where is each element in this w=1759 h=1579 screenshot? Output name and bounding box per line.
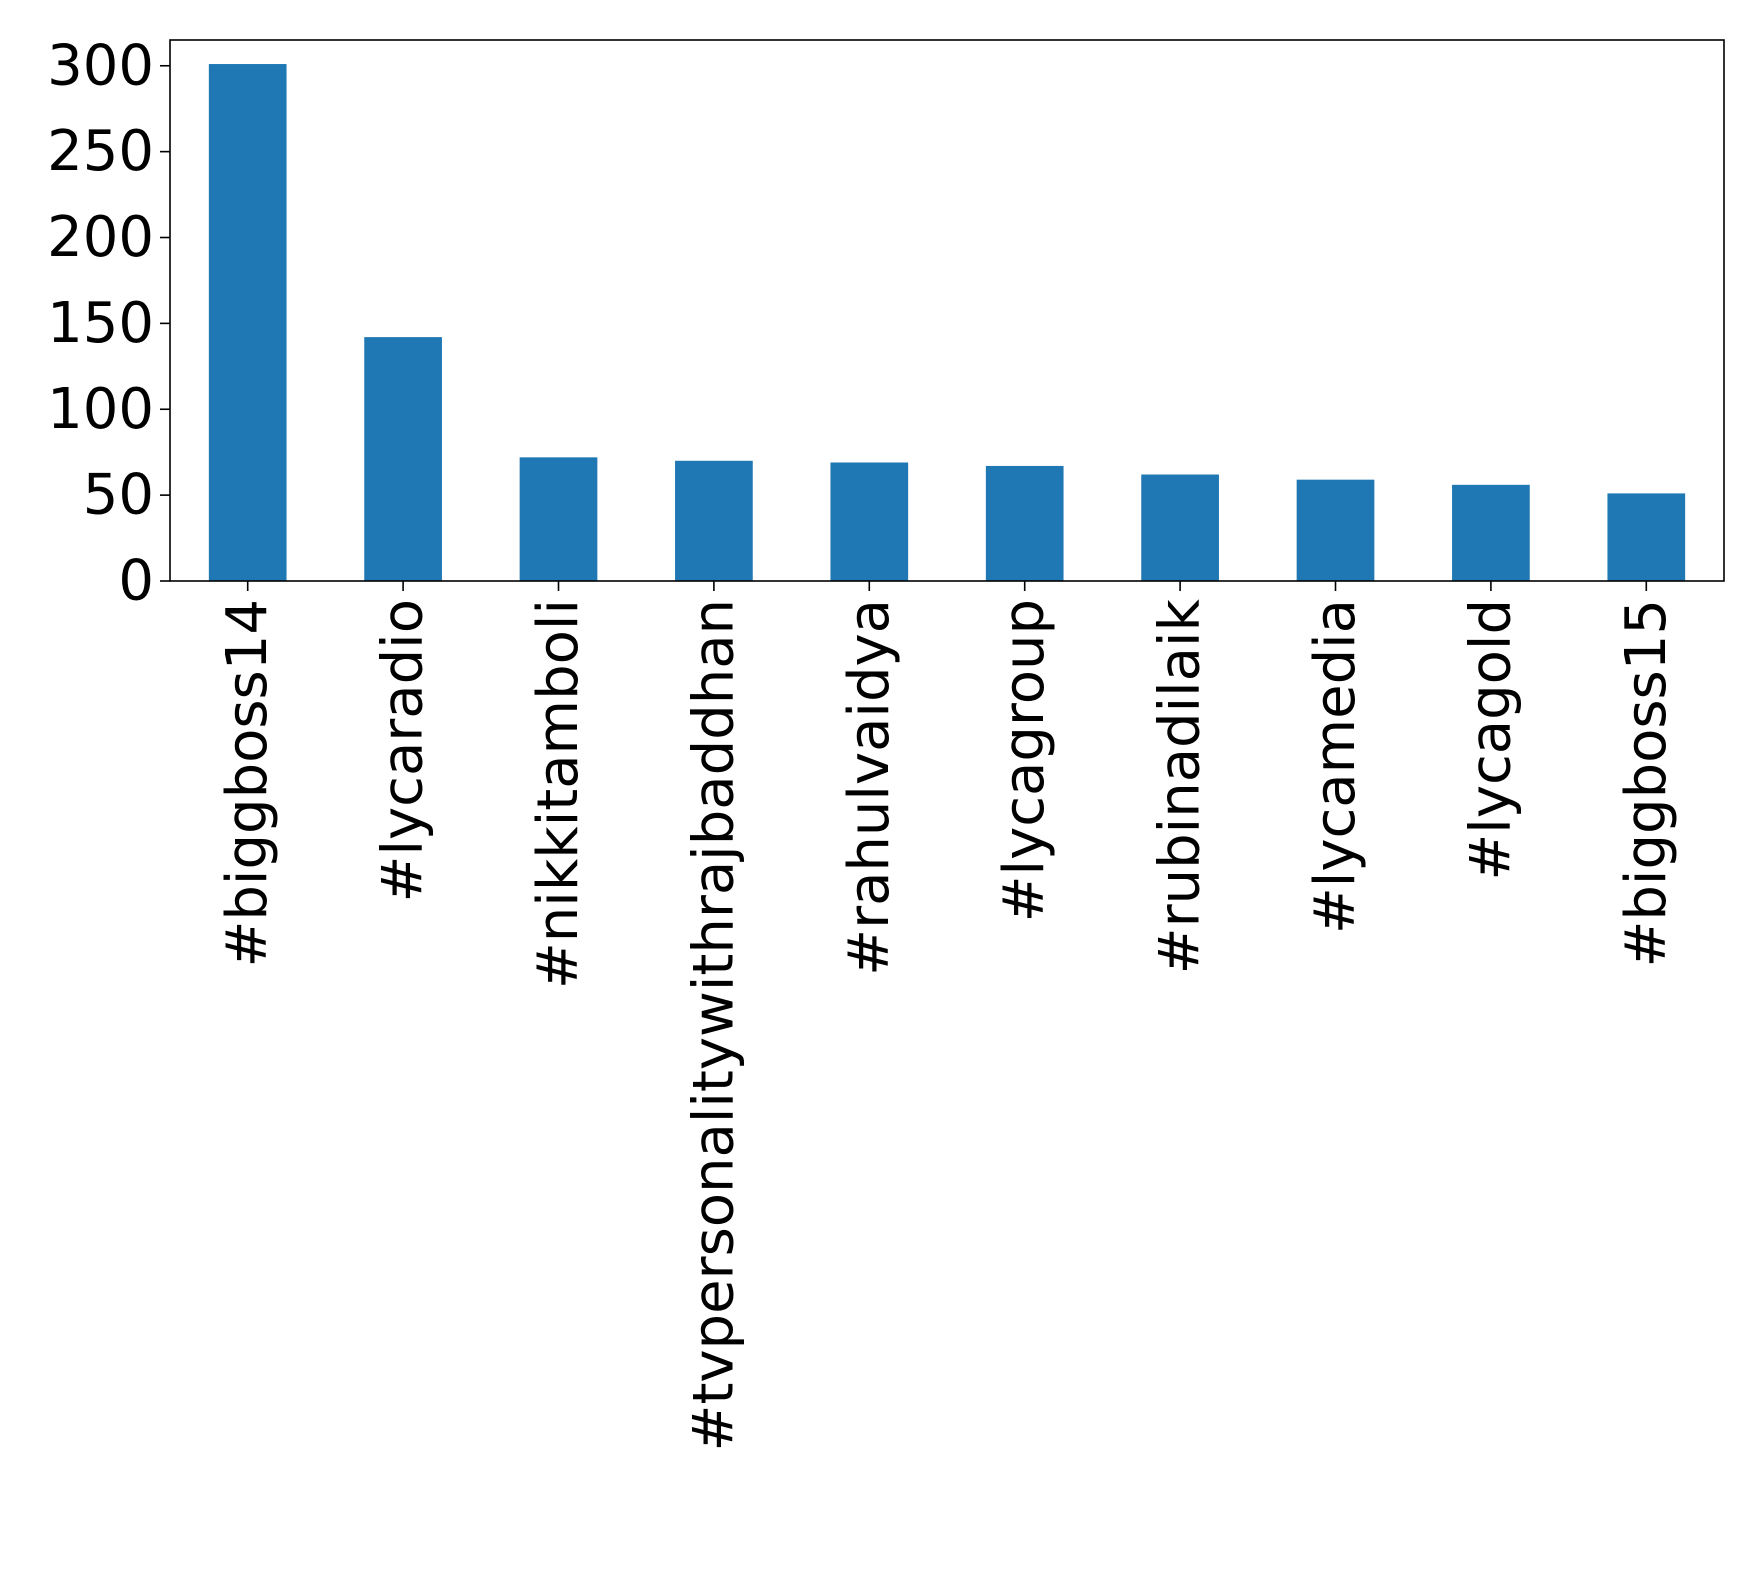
y-tick-label: 50	[83, 463, 154, 528]
x-tick-label: #biggboss14	[215, 599, 280, 968]
x-tick-label: #biggboss15	[1614, 599, 1679, 968]
x-axis: #biggboss14 #lycaradio #nikkitamboli #tvper…	[215, 581, 1679, 1451]
bar-rahulvaidya	[830, 462, 909, 581]
bars-group	[208, 64, 1686, 582]
plot-frame	[169, 39, 1725, 582]
x-tick-label: #lycamedia	[1303, 599, 1368, 934]
x-tick-label: #rubinadilaik	[1148, 598, 1213, 974]
y-tick-label: 200	[47, 205, 154, 270]
x-tick-label: #nikkitamboli	[526, 599, 591, 989]
bar-lycaradio	[364, 337, 442, 581]
bar-lycagold	[1452, 484, 1530, 581]
bar-rubinadilaik	[1141, 474, 1219, 581]
bar-lycagroup	[985, 465, 1064, 581]
x-tick-label: #lycagold	[1458, 599, 1523, 881]
x-tick-label: #tvpersonalitywithrajbaddhan	[681, 599, 746, 1451]
bar-biggboss15	[1607, 493, 1686, 581]
bar-nikkitamboli	[519, 457, 598, 581]
bar-tvpersonalitywithrajbaddhan	[675, 460, 753, 581]
x-tick-label: #rahulvaidya	[837, 599, 902, 976]
x-tick-label: #lycagroup	[992, 599, 1057, 922]
y-tick-label: 100	[47, 377, 154, 442]
y-tick-label: 300	[47, 33, 154, 98]
y-tick-label: 150	[47, 291, 154, 356]
y-axis: 0 50 100 150 200 250 300	[47, 33, 170, 614]
bar-biggboss14	[208, 64, 287, 582]
x-tick-label: #lycaradio	[371, 599, 436, 902]
y-tick-label: 250	[47, 119, 154, 184]
bar-lycamedia	[1296, 479, 1375, 581]
y-tick-label: 0	[118, 549, 154, 614]
